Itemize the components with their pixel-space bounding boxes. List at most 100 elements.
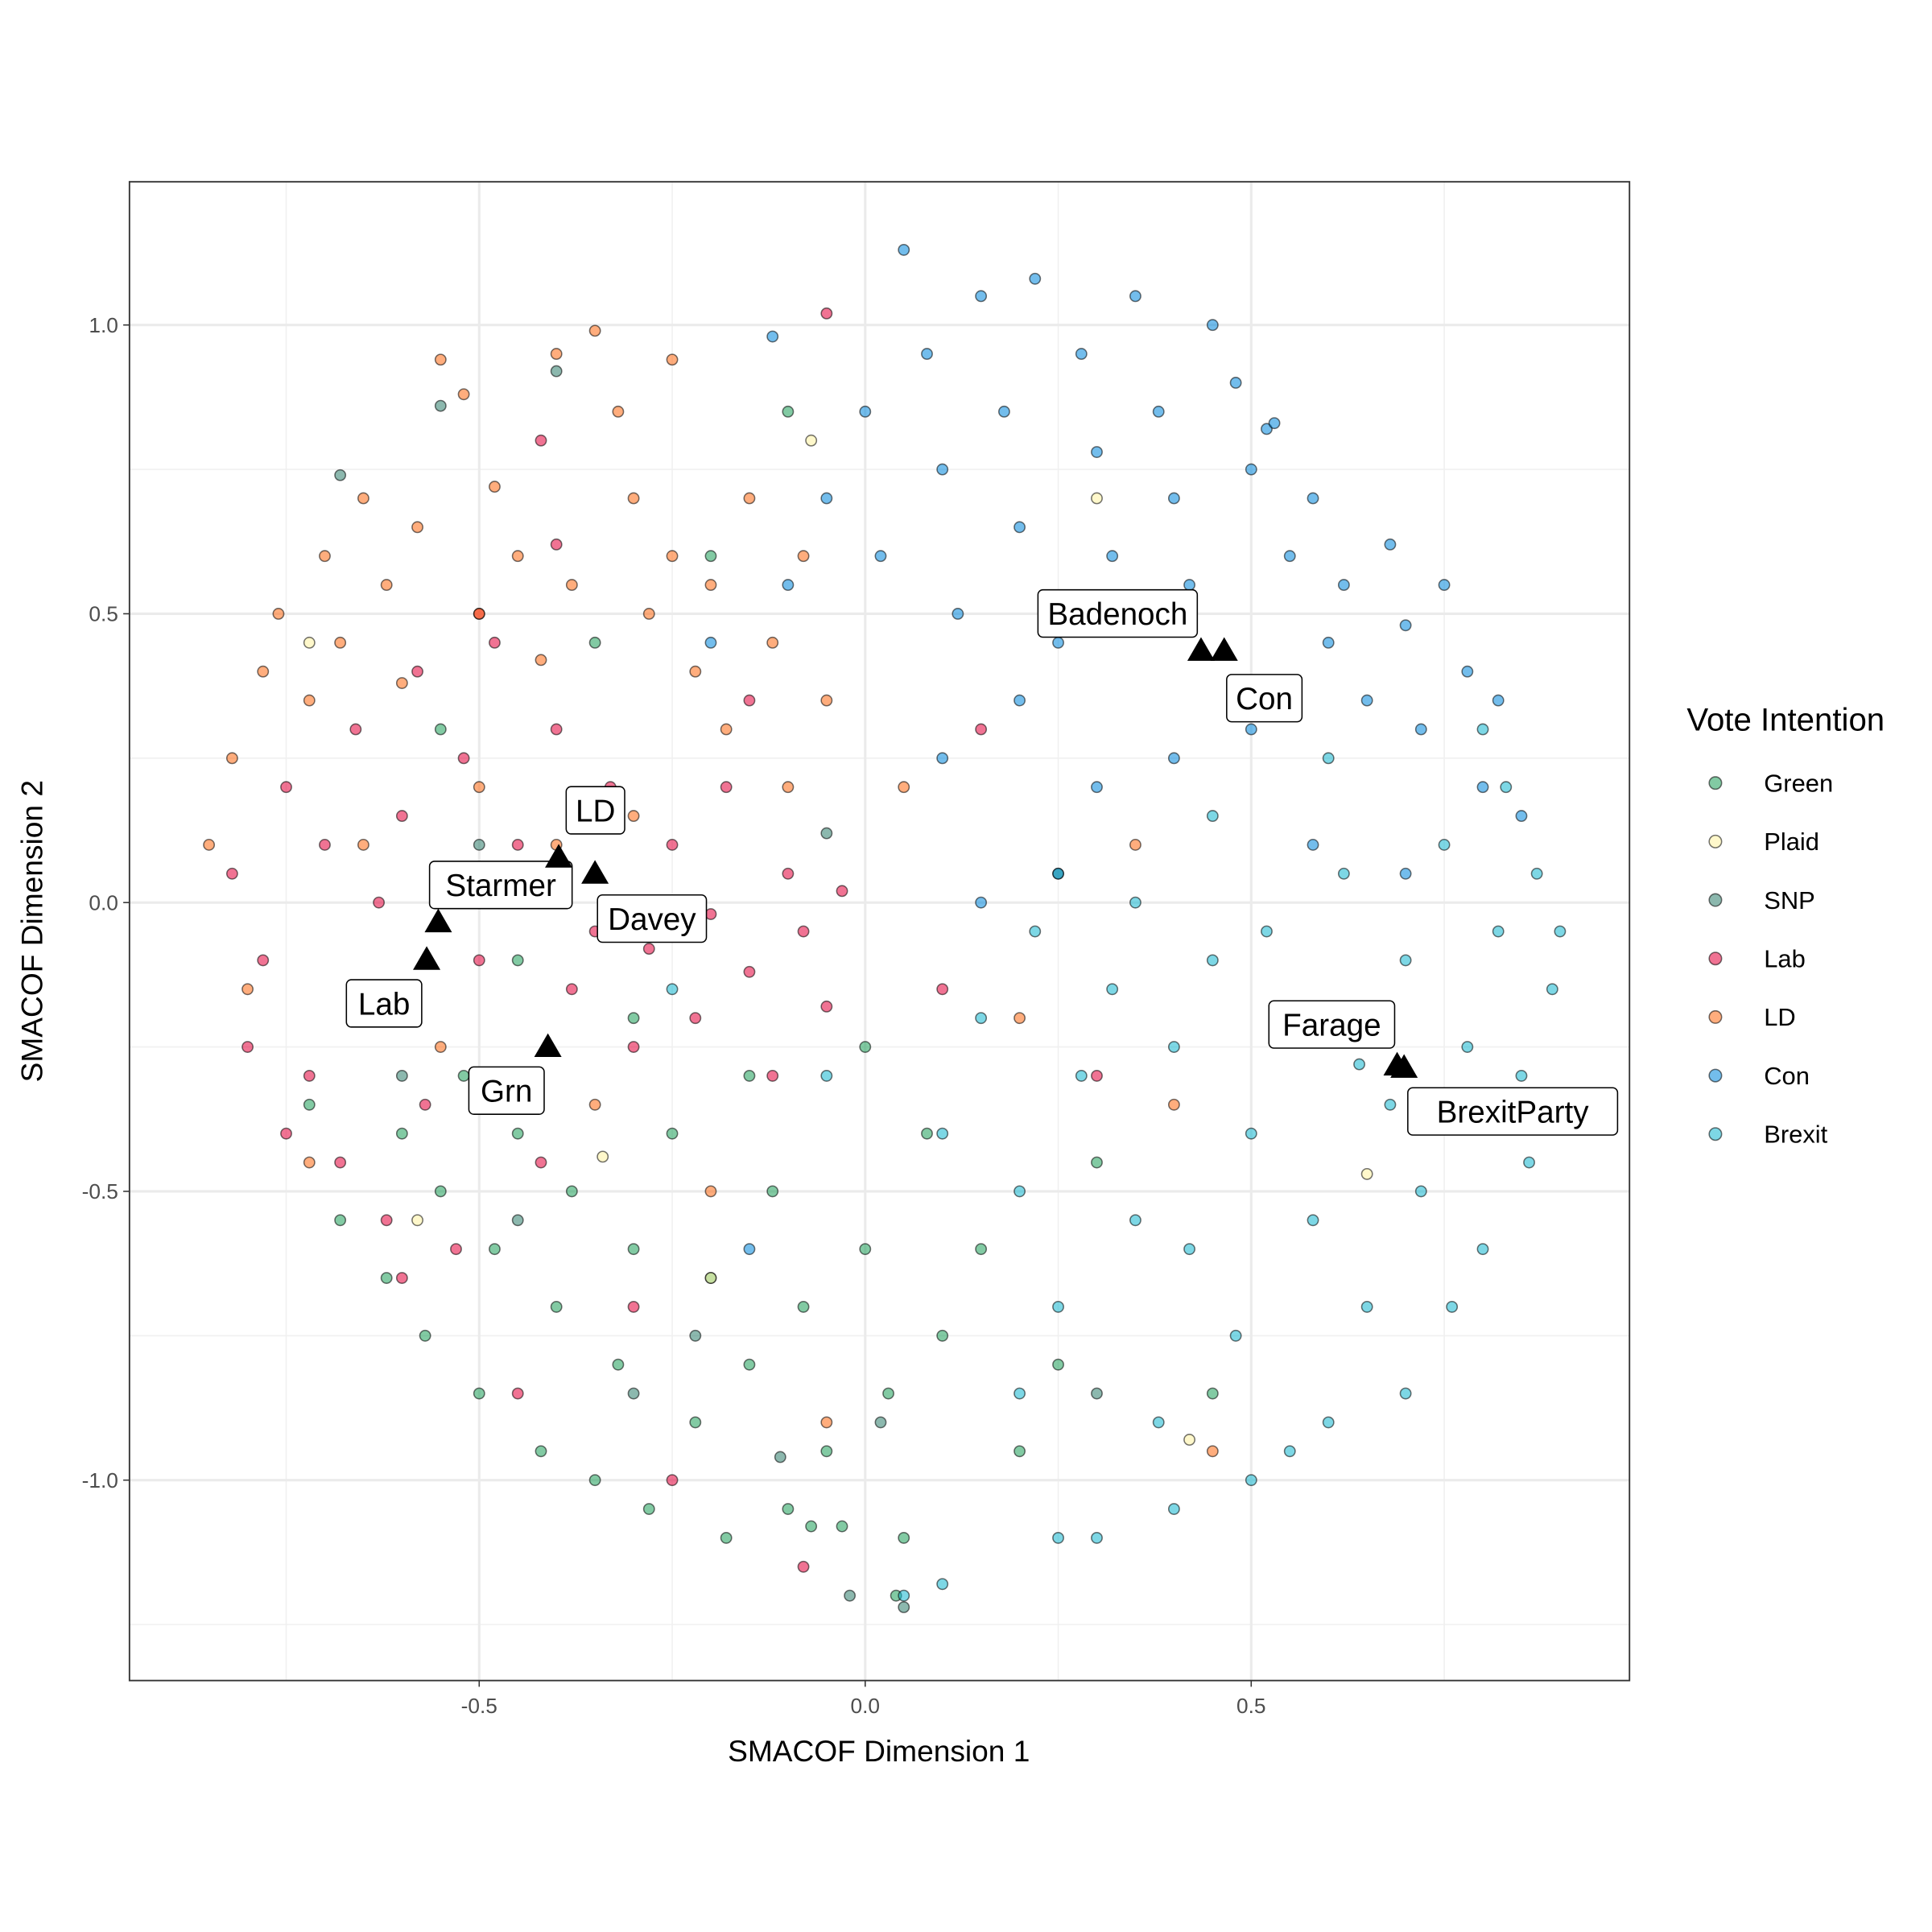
point-brexit: [1129, 1214, 1141, 1227]
point-lab: [666, 1474, 679, 1487]
point-ld: [1129, 839, 1141, 851]
point-green: [612, 1358, 625, 1371]
point-snp: [434, 399, 447, 412]
point-green: [1052, 1358, 1064, 1371]
point-con: [936, 463, 949, 476]
point-ld: [797, 550, 810, 563]
point-plaid: [704, 1272, 717, 1284]
point-brexit: [1530, 867, 1543, 880]
point-green: [489, 1243, 501, 1256]
legend-label-plaid: Plaid: [1764, 828, 1819, 856]
point-lab: [280, 781, 292, 794]
point-plaid: [805, 434, 818, 447]
point-brexit: [1384, 1098, 1397, 1111]
legend-label-con: Con: [1764, 1062, 1810, 1090]
point-ld: [380, 579, 393, 591]
point-con: [1399, 867, 1412, 880]
point-brexit: [1438, 839, 1451, 851]
point-lab: [511, 1387, 524, 1400]
point-brexit: [1167, 1503, 1180, 1515]
point-lab: [419, 1098, 431, 1111]
point-brexit: [1013, 1185, 1026, 1198]
label-starmer: Starmer: [445, 869, 556, 903]
point-brexit: [936, 1127, 949, 1140]
point-lab: [411, 665, 423, 678]
point-ld: [743, 492, 756, 505]
point-brexit: [1283, 1445, 1296, 1458]
point-snp: [844, 1589, 857, 1602]
point-con: [1307, 839, 1319, 851]
point-con: [1029, 272, 1042, 285]
point-con: [936, 752, 949, 765]
point-ld: [395, 677, 408, 689]
axis-ticks: -0.5 0.0 0.5 -1.0 -0.5 0.0 0.5 1.0: [82, 313, 1266, 1718]
point-ld: [473, 608, 485, 620]
point-green: [1091, 1156, 1103, 1169]
point-brexit: [936, 1578, 949, 1591]
label-box-grn: [468, 1066, 545, 1115]
point-brexit: [1360, 1300, 1373, 1313]
point-green: [550, 1300, 563, 1313]
point-plaid: [411, 1214, 423, 1227]
point-con: [1052, 867, 1064, 880]
point-con: [1106, 550, 1119, 563]
point-green: [820, 1445, 833, 1458]
point-green: [921, 1127, 933, 1140]
label-con: Con: [1236, 682, 1293, 716]
label-farage: Farage: [1282, 1009, 1381, 1043]
point-green: [882, 1387, 894, 1400]
point-con: [1322, 636, 1335, 649]
marker-triangle-grn: [534, 1033, 562, 1058]
point-green: [782, 1503, 795, 1515]
legend-title: Vote Intention: [1686, 702, 1885, 738]
point-lab: [373, 896, 386, 909]
point-ld: [627, 492, 640, 505]
point-green: [766, 1185, 779, 1198]
point-brexit: [1337, 867, 1350, 880]
marker-triangle-brexitparty: [1390, 1054, 1418, 1078]
point-lab: [820, 307, 833, 320]
label-box-con: [1226, 674, 1303, 723]
point-green: [642, 1503, 655, 1515]
point-lab: [395, 1272, 408, 1284]
point-brexit: [1322, 1416, 1335, 1429]
annotations: Starmer Lab LD Davey Grn Badenoch Con Farage Bre…: [345, 588, 1619, 1136]
point-ld: [203, 839, 216, 851]
point-lab: [242, 1041, 254, 1053]
x-tick-label: 0.5: [1236, 1694, 1266, 1718]
point-green: [627, 1243, 640, 1256]
point-lab: [550, 723, 563, 736]
point-con: [1052, 636, 1064, 649]
point-ld: [357, 839, 369, 851]
point-green: [689, 1416, 702, 1429]
point-ld: [588, 1098, 601, 1111]
point-green: [627, 1012, 640, 1025]
point-con: [704, 636, 717, 649]
point-green: [805, 1520, 818, 1533]
point-green: [743, 1358, 756, 1371]
point-ld: [766, 636, 779, 649]
point-brexit: [1229, 1329, 1242, 1342]
legend-key-plaid: [1708, 834, 1723, 848]
point-con: [1399, 619, 1412, 632]
point-lab: [565, 983, 578, 996]
point-con: [1091, 781, 1103, 794]
point-lab: [535, 434, 547, 447]
x-tick-label: -0.5: [461, 1694, 497, 1718]
point-lab: [511, 839, 524, 851]
point-plaid: [1183, 1434, 1196, 1446]
point-con: [1152, 405, 1165, 418]
label-box-brexitparty: [1407, 1087, 1619, 1136]
point-lab: [280, 1127, 292, 1140]
point-lab: [704, 908, 717, 920]
point-con: [1229, 377, 1242, 389]
label-ld: LD: [576, 794, 615, 828]
point-lab: [642, 943, 655, 956]
legend-key-con: [1708, 1068, 1723, 1083]
point-lab: [720, 781, 733, 794]
point-brexit: [1052, 1531, 1064, 1544]
point-brexit: [1353, 1058, 1365, 1071]
point-snp: [395, 1070, 408, 1082]
